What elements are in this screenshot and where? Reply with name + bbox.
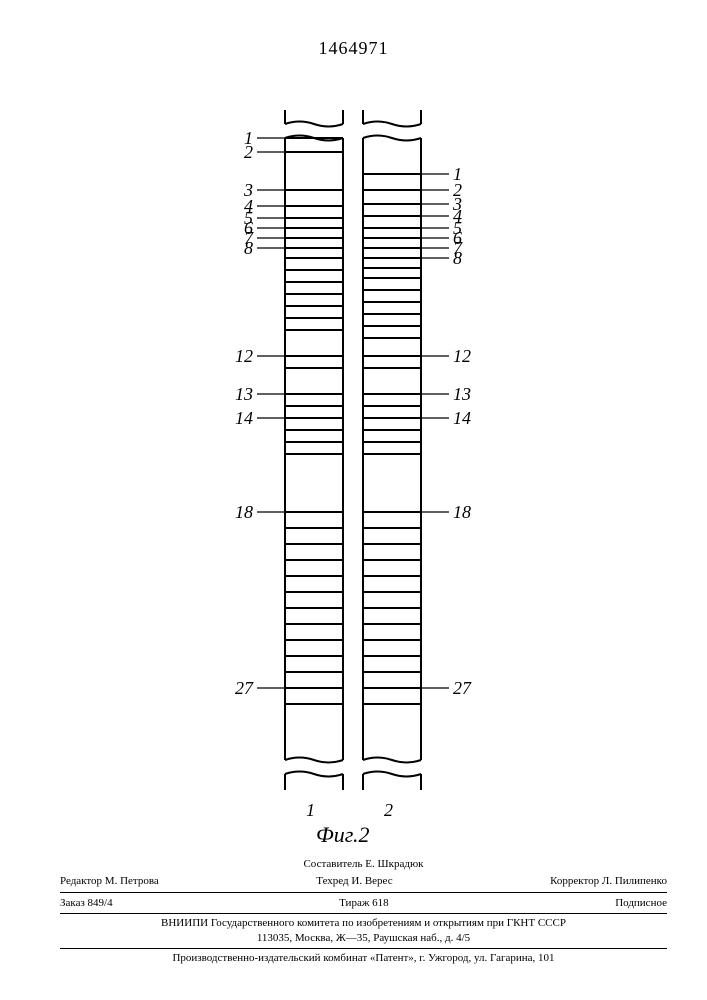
subscr-cell: Подписное bbox=[615, 896, 667, 911]
svg-text:2: 2 bbox=[244, 142, 253, 162]
footer-line1: ВНИИПИ Государственного комитета по изоб… bbox=[60, 916, 667, 931]
doc-number: 1464971 bbox=[0, 38, 707, 59]
tirazh-cell: Тираж 618 bbox=[339, 896, 389, 911]
svg-text:12: 12 bbox=[453, 346, 471, 366]
svg-text:27: 27 bbox=[453, 678, 472, 698]
footer-line2: 113035, Москва, Ж—35, Раушская наб., д. … bbox=[60, 931, 667, 946]
figure-label: Фиг.2 bbox=[316, 822, 370, 848]
compiler-cell: Составитель Е. Шкрадюк bbox=[303, 857, 423, 872]
col2-label: 2 bbox=[384, 800, 393, 821]
svg-text:14: 14 bbox=[235, 408, 253, 428]
tech-cell: Техред И. Верес bbox=[316, 874, 392, 889]
footer-rule-2 bbox=[60, 913, 667, 914]
svg-text:27: 27 bbox=[235, 678, 254, 698]
footer-rule-3 bbox=[60, 948, 667, 949]
footer-rule-1 bbox=[60, 892, 667, 893]
order-cell: Заказ 849/4 bbox=[60, 896, 113, 911]
col1-label: 1 bbox=[306, 800, 315, 821]
svg-text:8: 8 bbox=[244, 238, 253, 258]
svg-text:18: 18 bbox=[235, 502, 253, 522]
svg-text:13: 13 bbox=[453, 384, 471, 404]
corrector-cell: Корректор Л. Пилипенко bbox=[550, 874, 667, 889]
svg-text:14: 14 bbox=[453, 408, 471, 428]
svg-text:13: 13 bbox=[235, 384, 253, 404]
diagram: 123456781213141827123456781213141827 bbox=[195, 100, 515, 820]
footer-line3: Производственно-издательский комбинат «П… bbox=[60, 951, 667, 966]
svg-text:12: 12 bbox=[235, 346, 253, 366]
svg-text:18: 18 bbox=[453, 502, 471, 522]
footer: Составитель Е. Шкрадюк Редактор М. Петро… bbox=[60, 856, 667, 966]
svg-text:8: 8 bbox=[453, 248, 462, 268]
editor-cell: Редактор М. Петрова bbox=[60, 874, 159, 889]
